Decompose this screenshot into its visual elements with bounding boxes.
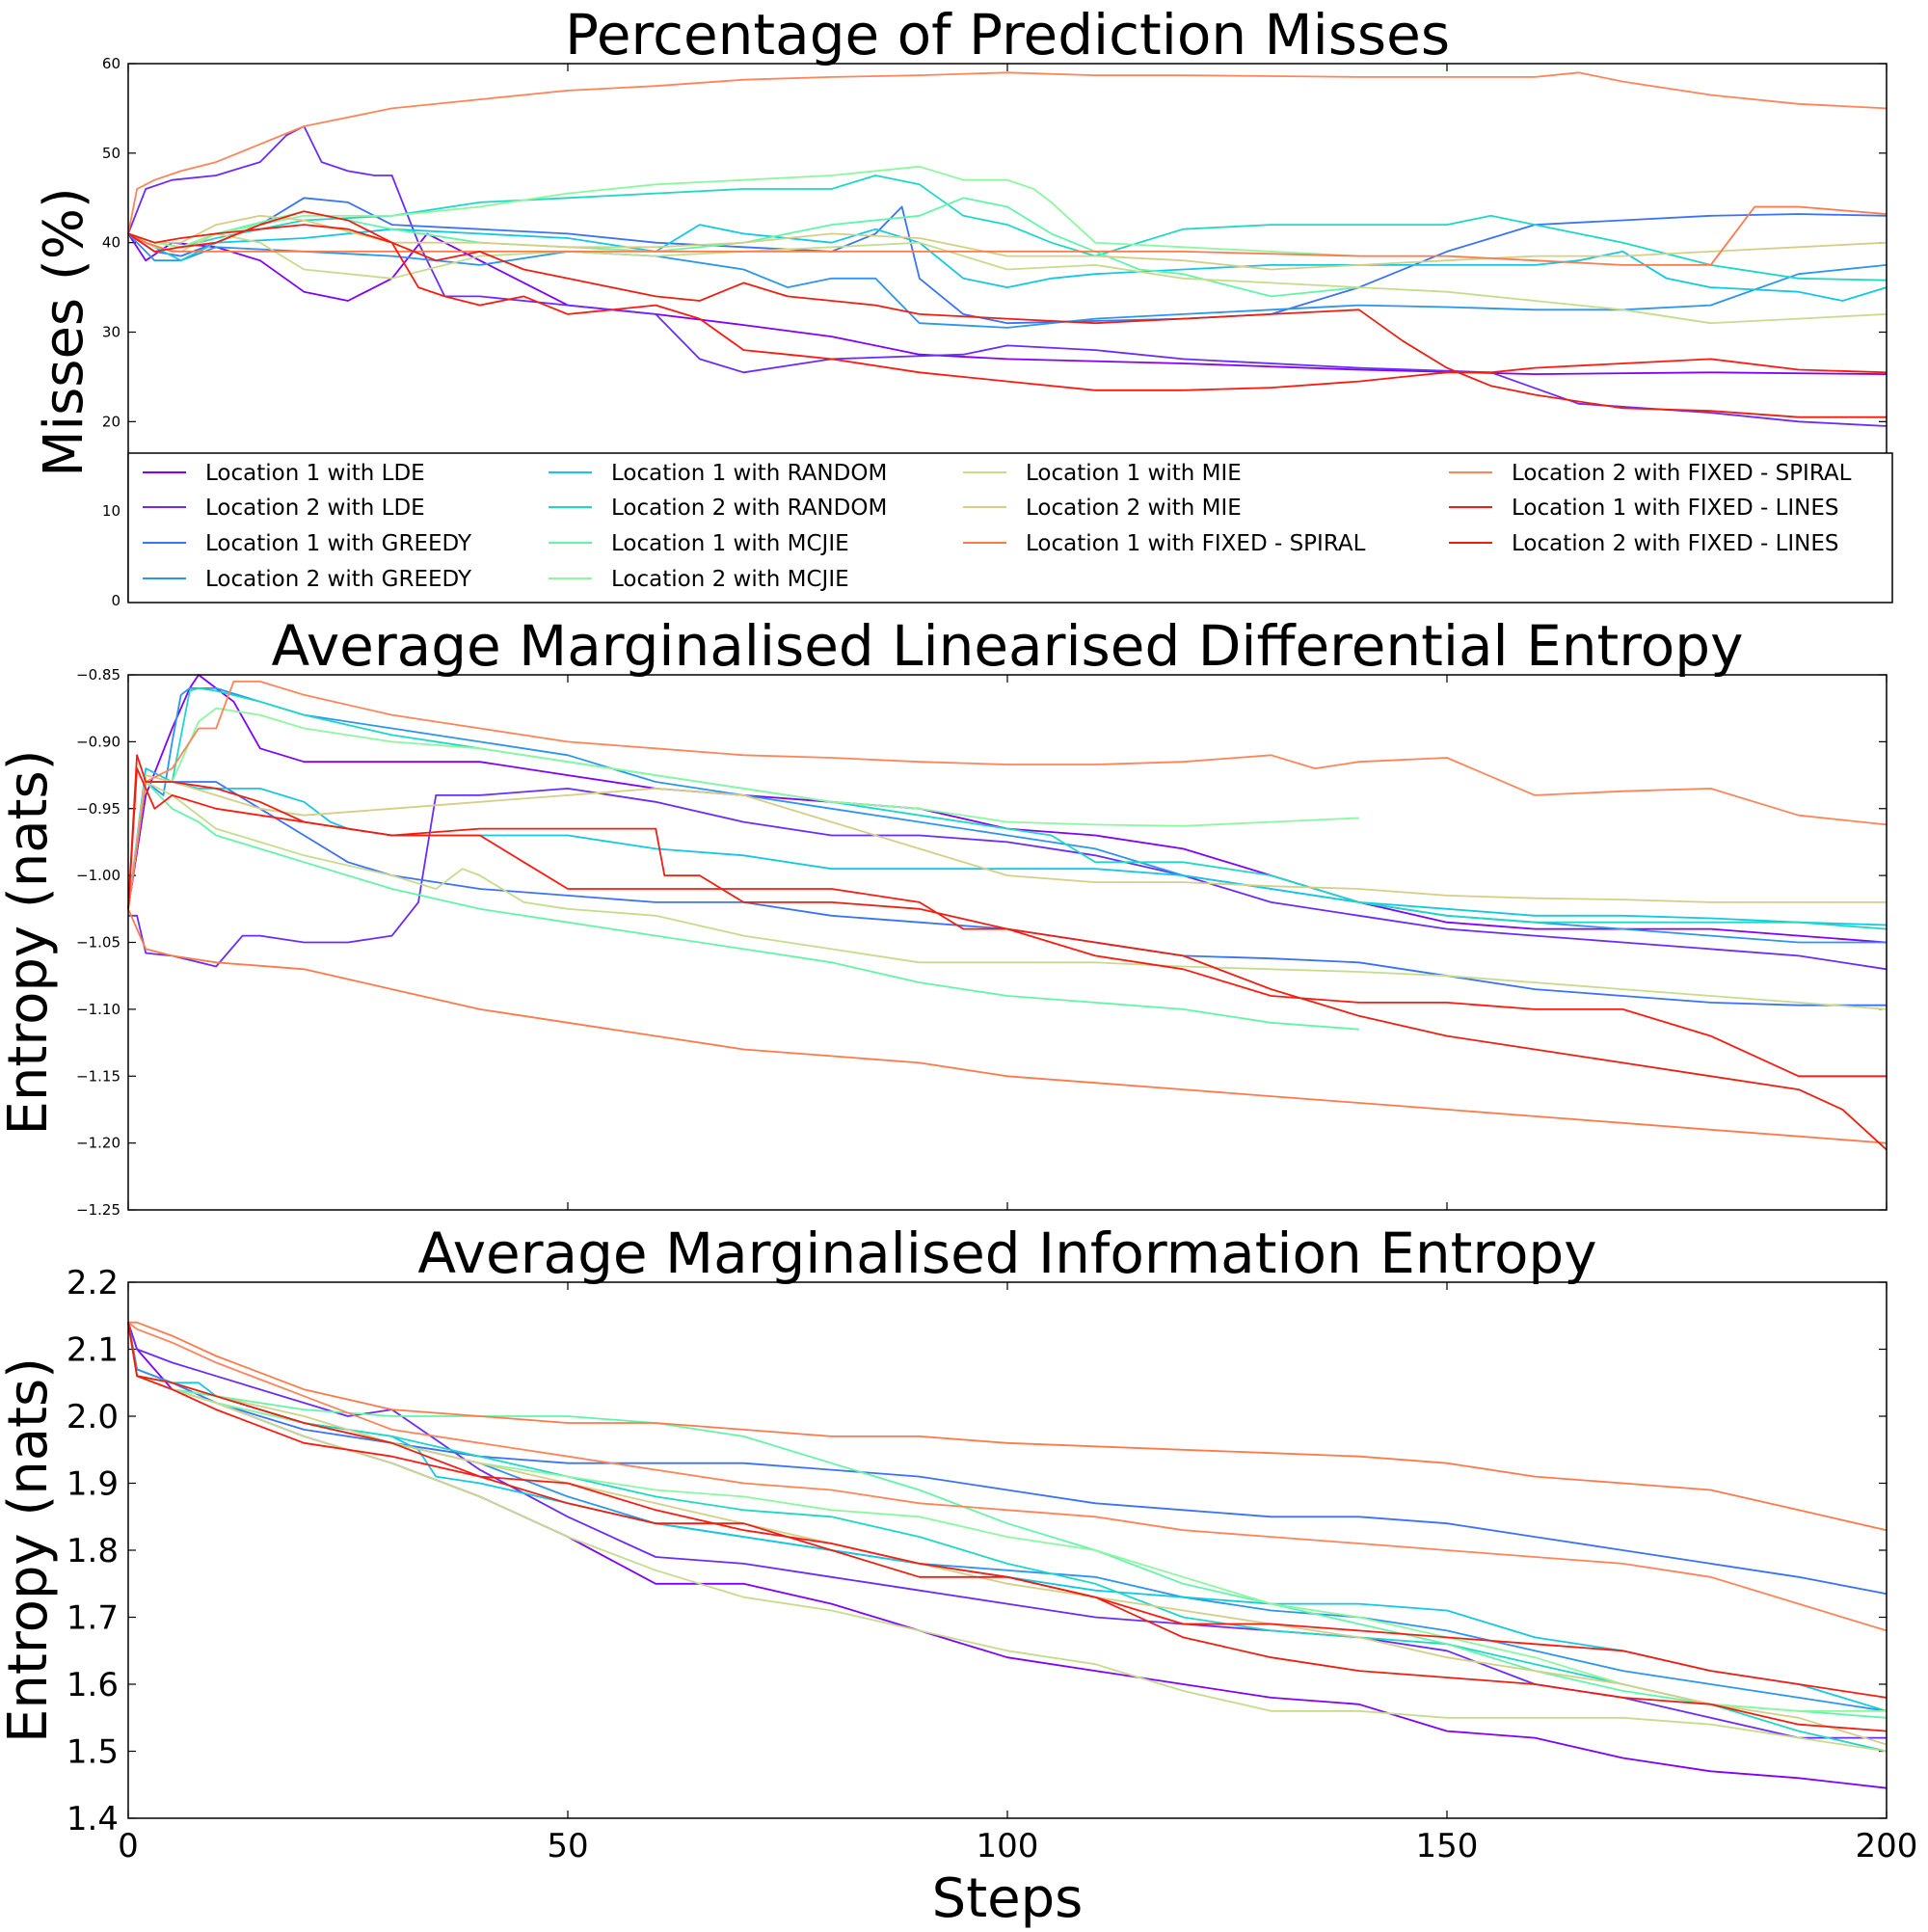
panel-title: Average Marginalised Linearised Differen…	[272, 613, 1744, 679]
y-tick-label: −0.95	[76, 800, 120, 818]
legend-label: Location 2 with MCJIE	[611, 567, 849, 592]
legend-label: Location 2 with RANDOM	[611, 496, 887, 521]
legend: Location 1 with LDE Location 2 with LDE Lo…	[127, 452, 1893, 604]
y-axis-label: Entropy (nats)	[0, 749, 60, 1135]
legend-label: Location 1 with MCJIE	[611, 531, 849, 556]
y-tick-label: 30	[102, 324, 120, 341]
legend-label: Location 2 with GREEDY	[205, 567, 472, 592]
series-line-5	[127, 224, 1888, 302]
series-line-8	[127, 1322, 1887, 1712]
y-tick-label: 1.4	[67, 1800, 119, 1838]
y-tick-label: −1.05	[76, 934, 120, 952]
legend-label: Location 1 with MIE	[1026, 461, 1242, 486]
panel-title: Average Marginalised Information Entropy	[417, 1221, 1596, 1286]
y-tick-label: 1.8	[67, 1532, 119, 1570]
series-line-12	[127, 71, 1888, 234]
x-tick-label: 150	[1416, 1827, 1479, 1865]
legend-label: Location 2 with FIXED - LINES	[1512, 531, 1839, 556]
series-line-10	[127, 214, 1888, 271]
x-tick-label: 200	[1856, 1827, 1918, 1865]
legend-label: Location 1 with FIXED - LINES	[1512, 496, 1839, 521]
series-line-7	[127, 1322, 1888, 1719]
series-line-3	[127, 1322, 1888, 1596]
series-line-2	[128, 788, 1888, 971]
series-line-9	[127, 781, 1888, 1010]
y-tick-label: 50	[102, 145, 120, 162]
series-line-1	[127, 232, 1888, 375]
y-tick-label: −1.20	[76, 1135, 120, 1152]
x-tick-label: 50	[547, 1827, 588, 1865]
panel-2: Average Marginalised Linearised Differen…	[0, 613, 1888, 1219]
series-line-4	[127, 232, 1888, 329]
panel-3: Average Marginalised Information Entropy…	[0, 1221, 1918, 1930]
series-line-11	[127, 205, 1888, 266]
legend-label: Location 1 with RANDOM	[611, 461, 887, 486]
series-line-3	[127, 197, 1888, 325]
series-line-4	[127, 687, 1887, 944]
legend-label: Location 1 with LDE	[205, 461, 425, 486]
y-tick-label: 1.9	[67, 1465, 119, 1504]
y-tick-label: −0.90	[76, 733, 120, 750]
series-line-8	[127, 165, 1359, 257]
y-tick-label: 1.5	[67, 1733, 119, 1772]
legend-label: Location 1 with GREEDY	[205, 531, 472, 556]
y-tick-label: −1.25	[76, 1201, 120, 1219]
series-line-13	[127, 767, 1887, 1078]
series-line-12	[127, 1321, 1888, 1632]
y-tick-label: 2.0	[67, 1398, 119, 1436]
series-line-3	[127, 781, 1887, 1006]
series-line-5	[127, 1322, 1888, 1712]
y-tick-label: 1.7	[67, 1599, 119, 1638]
y-tick-label: −1.00	[76, 867, 120, 884]
y-tick-label: 2.1	[67, 1331, 119, 1370]
series-line-11	[128, 1321, 1888, 1532]
y-tick-label: −0.85	[76, 666, 120, 684]
legend-box	[127, 452, 1893, 604]
series-line-7	[127, 781, 1359, 1031]
series-line-14	[127, 224, 1887, 418]
series-line-4	[127, 1322, 1888, 1712]
series-line-11	[127, 908, 1888, 1144]
legend-label: Location 2 with FIXED - SPIRAL	[1512, 461, 1852, 486]
series-line-5	[127, 767, 1888, 926]
series-line-12	[127, 681, 1888, 909]
legend-label: Location 2 with MIE	[1026, 496, 1242, 521]
series-line-13	[127, 1322, 1888, 1699]
series-line-10	[127, 774, 1887, 909]
series-line-13	[127, 210, 1888, 391]
y-tick-label: 1.6	[67, 1666, 119, 1704]
y-tick-label: 40	[102, 234, 120, 252]
y-tick-label: −1.10	[76, 1001, 120, 1018]
y-tick-label: 60	[102, 55, 120, 72]
y-tick-label: −1.15	[76, 1067, 120, 1085]
series-line-14	[127, 754, 1888, 1151]
y-tick-label: 10	[102, 502, 120, 520]
x-tick-label: 100	[977, 1827, 1039, 1865]
y-tick-label: 2.2	[67, 1264, 119, 1302]
series-line-8	[127, 707, 1359, 909]
series-line-10	[127, 1322, 1888, 1746]
series-line-9	[127, 232, 1888, 325]
x-axis-label: Steps	[932, 1867, 1084, 1928]
y-axis-label: Entropy (nats)	[0, 1357, 60, 1743]
x-tick-label: 0	[118, 1827, 139, 1865]
y-axis-label: Misses (%)	[33, 187, 95, 477]
panel-title: Percentage of Prediction Misses	[565, 2, 1450, 67]
series-line-14	[127, 1322, 1888, 1732]
y-tick-label: 0	[111, 592, 120, 609]
panel-1: Percentage of Prediction Misses Misses (%…	[33, 2, 1893, 609]
series-line-2	[127, 125, 1888, 427]
series-line-6	[127, 174, 1888, 282]
plot-frame	[127, 674, 1888, 1211]
series-line-9	[127, 1322, 1888, 1753]
legend-label: Location 1 with FIXED - SPIRAL	[1026, 531, 1366, 556]
legend-label: Location 2 with LDE	[205, 496, 425, 521]
series-line-2	[127, 1322, 1887, 1739]
y-tick-label: 20	[102, 413, 120, 430]
plot-frame	[127, 1281, 1888, 1819]
